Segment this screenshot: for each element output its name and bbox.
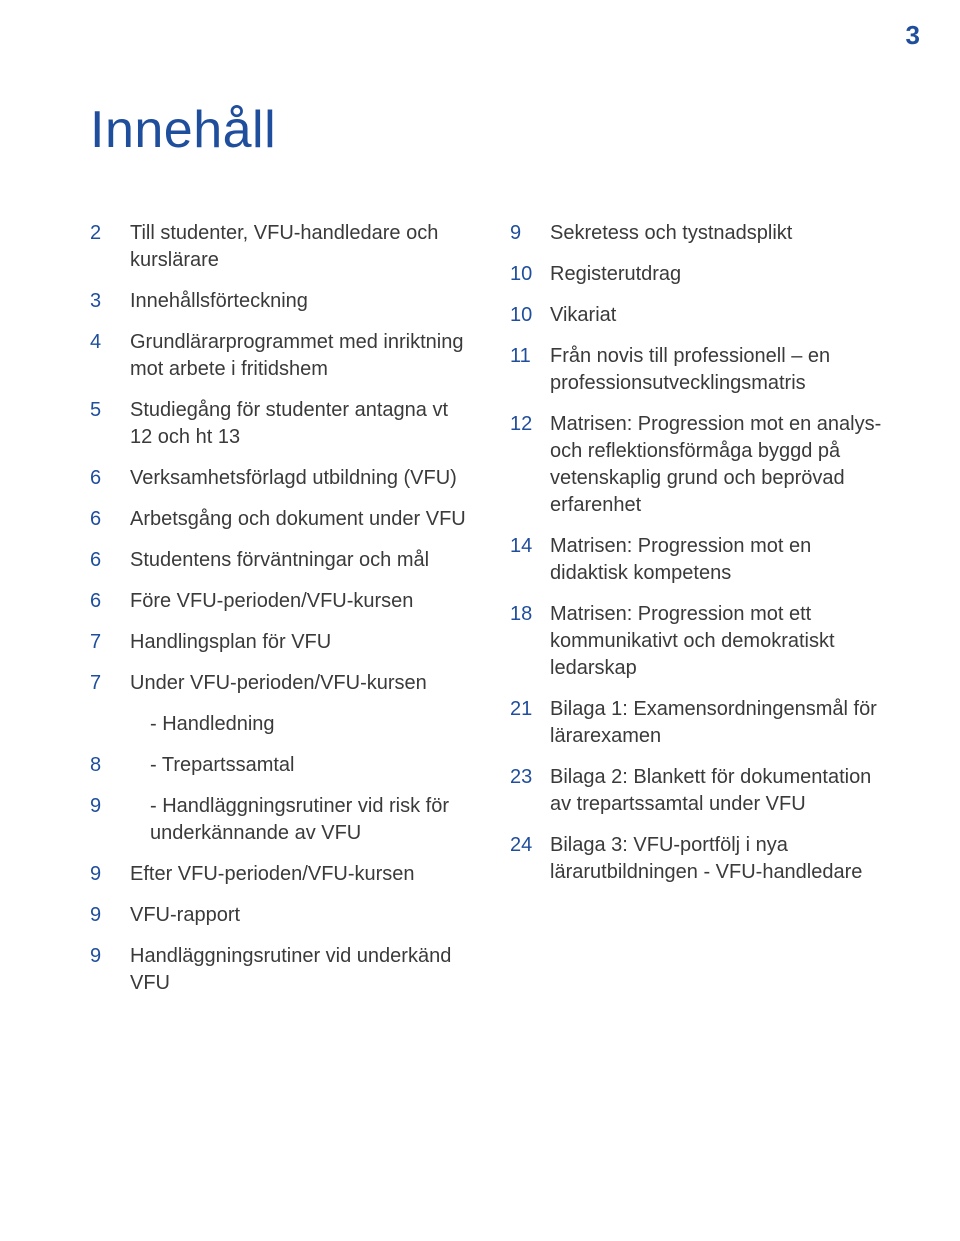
toc-left-column: 2Till studenter, VFU-handledare och kurs… bbox=[90, 220, 470, 1011]
toc-page-number: 24 bbox=[510, 832, 550, 859]
toc-page-number: 21 bbox=[510, 696, 550, 723]
toc-page-number: 11 bbox=[510, 343, 550, 370]
toc-page-number: 6 bbox=[90, 547, 130, 574]
toc-entry-text: Matrisen: Progression mot en analys- och… bbox=[550, 411, 890, 519]
toc-row: - Handledning bbox=[90, 711, 470, 738]
toc-entry-text: Från novis till professionell – en profe… bbox=[550, 343, 890, 397]
toc-page-number: 23 bbox=[510, 764, 550, 791]
toc-page-number: 4 bbox=[90, 329, 130, 356]
toc-entry-text: Efter VFU-perioden/VFU-kursen bbox=[130, 861, 415, 888]
toc-entry-text: Sekretess och tystnadsplikt bbox=[550, 220, 792, 247]
toc-entry-text: Handlingsplan för VFU bbox=[130, 629, 331, 656]
toc-page-number: 18 bbox=[510, 601, 550, 628]
toc-page-number: 3 bbox=[90, 288, 130, 315]
toc-entry-text: Registerutdrag bbox=[550, 261, 681, 288]
toc-page-number: 10 bbox=[510, 302, 550, 329]
toc-entry-text: - Handledning bbox=[130, 711, 275, 738]
toc-row: 5Studiegång för studenter antagna vt 12 … bbox=[90, 397, 470, 451]
toc-row: 9VFU-rapport bbox=[90, 902, 470, 929]
toc-entry-text: Bilaga 3: VFU-portfölj i nya lärarutbild… bbox=[550, 832, 890, 886]
toc-entry-text: Verksamhetsförlagd utbildning (VFU) bbox=[130, 465, 457, 492]
toc-entry-text: Studentens förväntningar och mål bbox=[130, 547, 429, 574]
toc-page-number: 6 bbox=[90, 506, 130, 533]
toc-row: 23Bilaga 2: Blankett för dokumentation a… bbox=[510, 764, 890, 818]
toc-right-column: 9Sekretess och tystnadsplikt10Registerut… bbox=[510, 220, 890, 1011]
toc-row: 4Grundlärarprogrammet med inriktning mot… bbox=[90, 329, 470, 383]
toc-row: 6Före VFU-perioden/VFU-kursen bbox=[90, 588, 470, 615]
toc-page-number: 10 bbox=[510, 261, 550, 288]
toc-row: 21Bilaga 1: Examensordningensmål för lär… bbox=[510, 696, 890, 750]
toc-row: 6Studentens förväntningar och mål bbox=[90, 547, 470, 574]
toc-entry-text: Handläggningsrutiner vid underkänd VFU bbox=[130, 943, 470, 997]
toc-entry-text: Vikariat bbox=[550, 302, 616, 329]
toc-entry-text: - Handläggningsrutiner vid risk för unde… bbox=[130, 793, 470, 847]
toc-entry-text: - Trepartssamtal bbox=[130, 752, 294, 779]
toc-page-number: 9 bbox=[90, 793, 130, 820]
toc-row: 18Matrisen: Progression mot ett kommunik… bbox=[510, 601, 890, 682]
toc-page-number: 14 bbox=[510, 533, 550, 560]
toc-entry-text: VFU-rapport bbox=[130, 902, 240, 929]
toc-entry-text: Till studenter, VFU-handledare och kursl… bbox=[130, 220, 470, 274]
toc-row: 8- Trepartssamtal bbox=[90, 752, 470, 779]
toc-page-number: 9 bbox=[90, 943, 130, 970]
toc-page-number: 2 bbox=[90, 220, 130, 247]
toc-row: 10Registerutdrag bbox=[510, 261, 890, 288]
toc-page-number: 6 bbox=[90, 465, 130, 492]
toc-entry-text: Arbetsgång och dokument under VFU bbox=[130, 506, 466, 533]
toc-row: 10Vikariat bbox=[510, 302, 890, 329]
toc-columns: 2Till studenter, VFU-handledare och kurs… bbox=[90, 220, 890, 1011]
page-title: Innehåll bbox=[90, 100, 890, 160]
toc-row: 14Matrisen: Progression mot en didaktisk… bbox=[510, 533, 890, 587]
toc-row: 7Under VFU-perioden/VFU-kursen bbox=[90, 670, 470, 697]
toc-page-number: 7 bbox=[90, 670, 130, 697]
toc-entry-text: Under VFU-perioden/VFU-kursen bbox=[130, 670, 427, 697]
toc-row: 7Handlingsplan för VFU bbox=[90, 629, 470, 656]
toc-page-number: 9 bbox=[90, 902, 130, 929]
toc-row: 3Innehållsförteckning bbox=[90, 288, 470, 315]
document-page: 3 Innehåll 2Till studenter, VFU-handleda… bbox=[0, 0, 960, 1241]
toc-row: 9Handläggningsrutiner vid underkänd VFU bbox=[90, 943, 470, 997]
toc-entry-text: Innehållsförteckning bbox=[130, 288, 308, 315]
toc-row: 9- Handläggningsrutiner vid risk för und… bbox=[90, 793, 470, 847]
toc-page-number: 6 bbox=[90, 588, 130, 615]
toc-page-number: 9 bbox=[510, 220, 550, 247]
toc-row: 24Bilaga 3: VFU-portfölj i nya lärarutbi… bbox=[510, 832, 890, 886]
toc-row: 2Till studenter, VFU-handledare och kurs… bbox=[90, 220, 470, 274]
toc-entry-text: Bilaga 2: Blankett för dokumentation av … bbox=[550, 764, 890, 818]
toc-row: 11Från novis till professionell – en pro… bbox=[510, 343, 890, 397]
toc-entry-text: Studiegång för studenter antagna vt 12 o… bbox=[130, 397, 470, 451]
toc-row: 9Efter VFU-perioden/VFU-kursen bbox=[90, 861, 470, 888]
toc-entry-text: Före VFU-perioden/VFU-kursen bbox=[130, 588, 413, 615]
toc-row: 9Sekretess och tystnadsplikt bbox=[510, 220, 890, 247]
toc-row: 6Arbetsgång och dokument under VFU bbox=[90, 506, 470, 533]
toc-page-number: 5 bbox=[90, 397, 130, 424]
toc-entry-text: Bilaga 1: Examensordningensmål för lärar… bbox=[550, 696, 890, 750]
toc-entry-text: Matrisen: Progression mot en didaktisk k… bbox=[550, 533, 890, 587]
toc-page-number: 8 bbox=[90, 752, 130, 779]
toc-row: 6Verksamhetsförlagd utbildning (VFU) bbox=[90, 465, 470, 492]
toc-row: 12Matrisen: Progression mot en analys- o… bbox=[510, 411, 890, 519]
toc-page-number: 7 bbox=[90, 629, 130, 656]
toc-page-number: 12 bbox=[510, 411, 550, 438]
page-number: 3 bbox=[906, 20, 920, 51]
toc-entry-text: Grundlärarprogrammet med inriktning mot … bbox=[130, 329, 470, 383]
toc-entry-text: Matrisen: Progression mot ett kommunikat… bbox=[550, 601, 890, 682]
toc-page-number: 9 bbox=[90, 861, 130, 888]
